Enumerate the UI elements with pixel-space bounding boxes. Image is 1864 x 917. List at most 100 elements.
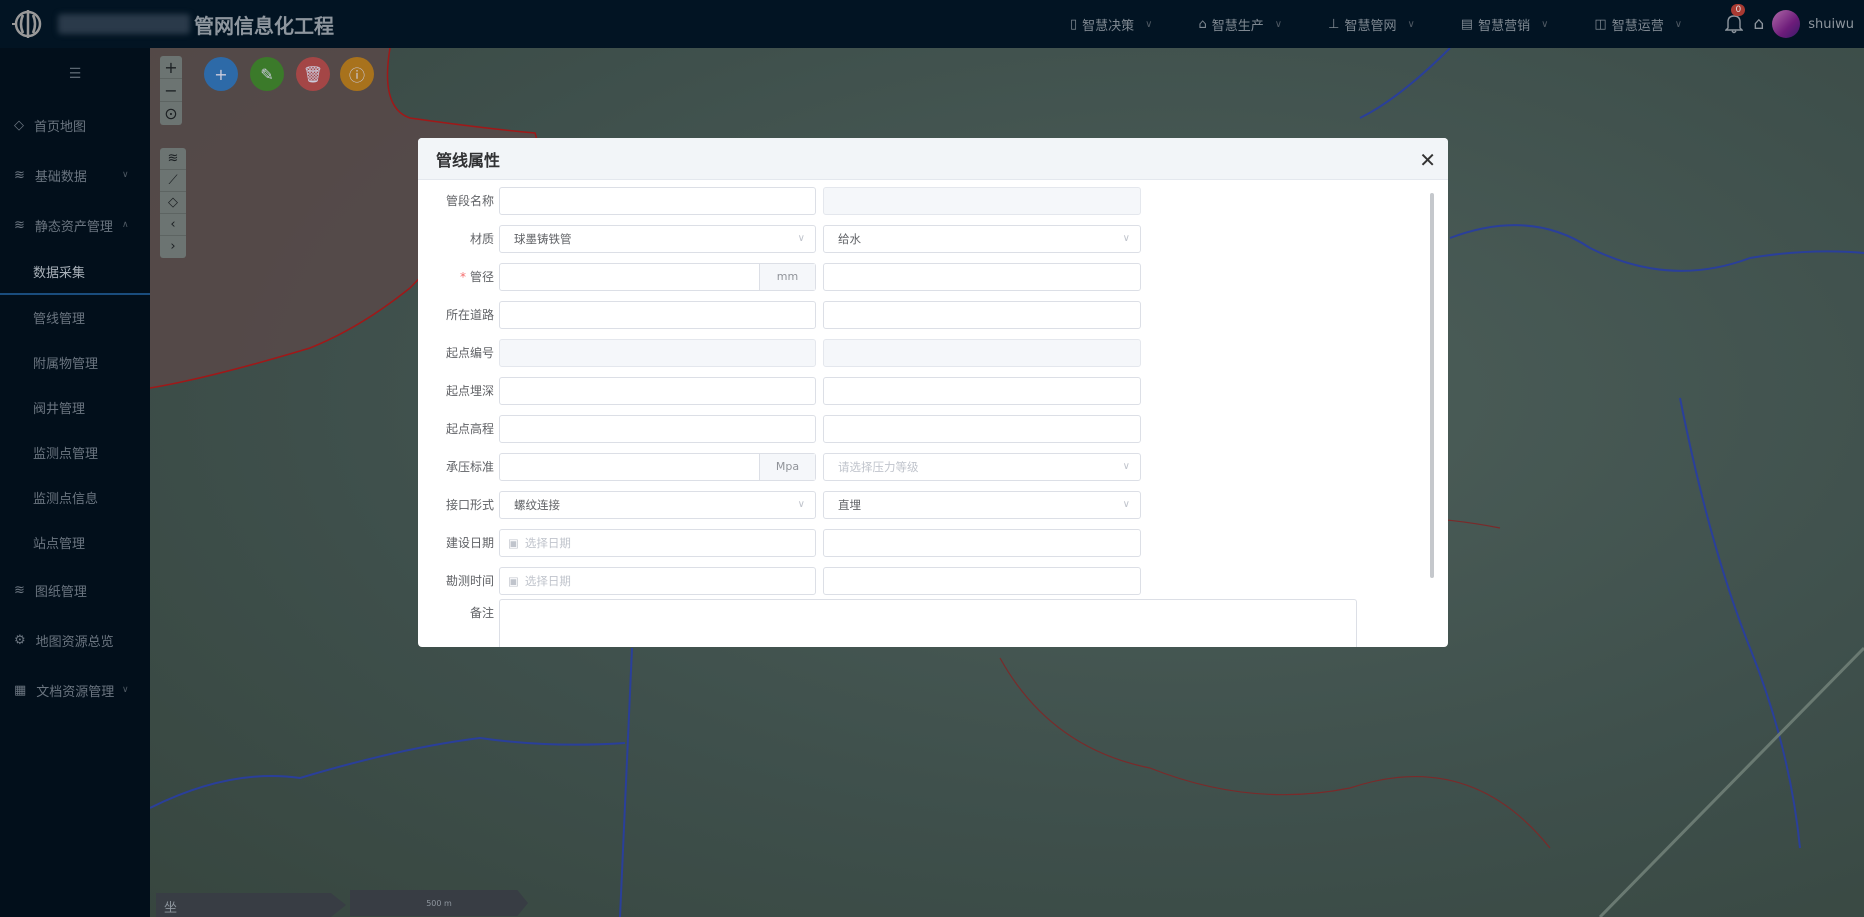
remark-textarea[interactable] (499, 599, 1357, 647)
blurred-org-name (58, 14, 190, 34)
sidebar-sub-pipeline[interactable]: 管线管理 (33, 312, 86, 327)
chevron-right-icon[interactable]: › (170, 239, 176, 254)
sidebar-item-static-assets[interactable]: ≋ 静态资产管理 ∧ (0, 200, 150, 250)
zoom-out-button[interactable]: − (160, 79, 182, 102)
date-picker-建设日期[interactable]: ▣ 选择日期 (499, 529, 816, 557)
pipeline (150, 647, 633, 917)
input-终点高程[interactable] (823, 415, 1141, 443)
form-row: *管径mm所属乡镇 (418, 263, 1418, 291)
form-row: 承压标准Mpa压力等级请选择压力等级∨ (418, 453, 1418, 481)
layers-icon: ≋ (14, 167, 25, 183)
sidebar-item-basic-data[interactable]: ≋ 基础数据 ∨ (0, 150, 150, 200)
chevron-down-icon: ∨ (1145, 18, 1153, 30)
avatar[interactable] (1772, 10, 1801, 38)
input-建设单位[interactable] (823, 529, 1141, 557)
select-材质[interactable]: 球墨铸铁管 ∨ (499, 225, 816, 253)
input-所在道路[interactable] (499, 301, 816, 329)
locate-icon[interactable]: ⊙ (164, 104, 178, 123)
chevron-down-icon: ∨ (1122, 233, 1130, 244)
nav-operation[interactable]: ◫ 智慧运营 ∨ (1594, 15, 1682, 34)
field-label-text: 管段名称 (445, 194, 494, 208)
gear-icon: ⚙ (14, 632, 26, 648)
form-row: 勘测时间▣选择日期勘测单位 (418, 567, 1418, 595)
collapse-menu-icon[interactable]: ☰ (68, 66, 82, 82)
input-承压标准[interactable]: Mpa (499, 453, 816, 481)
nav-production[interactable]: ⌂ 智慧生产 ∨ (1199, 15, 1283, 34)
plus-icon: + (214, 64, 228, 84)
info-icon: ⓘ (348, 66, 365, 85)
sidebar-sub-monitor-points[interactable]: 监测点管理 (33, 447, 99, 462)
placeholder: 选择日期 (524, 574, 571, 588)
input-起点埋深[interactable] (499, 377, 816, 405)
chevron-left-icon[interactable]: ‹ (160, 214, 186, 236)
boundary-area (150, 48, 538, 388)
close-icon[interactable]: ✕ (1419, 148, 1436, 172)
placeholder: 选择日期 (524, 536, 571, 550)
username[interactable]: shuiwu (1808, 16, 1854, 32)
zoom-in-button[interactable]: + (160, 56, 182, 79)
notification-bell[interactable]: 0 (1724, 4, 1746, 36)
ruler-icon[interactable]: ⟋ (160, 170, 186, 192)
input-终点埋深[interactable] (823, 377, 1141, 405)
sidebar-sub-attachments[interactable]: 附属物管理 (33, 357, 99, 372)
field-label-text: 接口形式 (445, 498, 494, 512)
top-header: 管网信息化工程 ▯ 智慧决策 ∨ ⌂ 智慧生产 ∨ ⊥ 智慧管网 ∨ ▤ 智慧营销 ∨ ◫ 智慧运… (0, 0, 1864, 48)
input-管径[interactable]: mm (499, 263, 816, 291)
field-label-text: 起点高程 (445, 422, 494, 436)
field-label-text: 材质 (469, 232, 494, 246)
form-row: 起点编号终点编号 (418, 339, 1418, 367)
date-picker-勘测时间[interactable]: ▣ 选择日期 (499, 567, 816, 595)
sidebar-sub-monitor-info[interactable]: 监测点信息 (33, 492, 99, 507)
layers-icon: ≋ (14, 582, 25, 598)
sidebar-sub-stations[interactable]: 站点管理 (33, 537, 86, 552)
field-label: 所在道路 (424, 301, 494, 329)
top-nav: ▯ 智慧决策 ∨ ⌂ 智慧生产 ∨ ⊥ 智慧管网 ∨ ▤ 智慧营销 ∨ ◫ 智慧运营 ∨ (1070, 0, 1728, 48)
required-marker: * (459, 270, 466, 284)
sidebar-label: 图纸管理 (34, 584, 87, 600)
layers-icon[interactable]: ≋ (160, 148, 186, 170)
input-勘测单位[interactable] (823, 567, 1141, 595)
app-title: 管网信息化工程 (194, 13, 334, 38)
select-类型[interactable]: 给水 ∨ (823, 225, 1141, 253)
sidebar-item-map-resources[interactable]: ⚙ 地图资源总览 (0, 615, 150, 665)
delete-button[interactable]: 🗑 (296, 57, 330, 91)
nav-marketing[interactable]: ▤ 智慧营销 ∨ (1461, 15, 1549, 34)
scrollbar[interactable] (1430, 193, 1434, 578)
sidebar-item-home-map[interactable]: ◇ 首页地图 (0, 100, 150, 150)
sidebar-sub-valve-wells[interactable]: 阀井管理 (33, 402, 86, 417)
input-起点高程[interactable] (499, 415, 816, 443)
input-管段名称[interactable] (499, 187, 816, 215)
info-button[interactable]: ⓘ (340, 57, 374, 91)
input-终点编号[interactable] (823, 339, 1141, 367)
chevron-down-icon: ∨ (1274, 18, 1283, 30)
input-编号[interactable] (823, 187, 1141, 215)
input-所属乡镇[interactable] (823, 263, 1141, 291)
tag-icon[interactable]: ◇ (160, 192, 186, 214)
sidebar-sub-data-collection[interactable]: 数据采集 (0, 250, 150, 295)
field-label: 材质 (424, 225, 494, 253)
nav-network[interactable]: ⊥ 智慧管网 ∨ (1328, 15, 1415, 34)
scale-bar: 500 m (350, 890, 528, 916)
field-label: 建设日期 (424, 529, 494, 557)
home-icon[interactable]: ⌂ (1753, 14, 1765, 34)
sidebar-label: 基础数据 (34, 169, 87, 185)
sidebar-item-drawings[interactable]: ≋ 图纸管理 (0, 565, 150, 615)
calendar-icon: ▣ (508, 574, 519, 588)
add-button[interactable]: + (204, 57, 238, 91)
field-label-text: 承压标准 (445, 460, 494, 474)
logo-icon (8, 4, 48, 44)
form-row: 管段名称编号 (418, 187, 1418, 215)
select-压力等级[interactable]: 请选择压力等级 ∨ (823, 453, 1141, 481)
pipeline-attributes-dialog: 管线属性 ✕ 管段名称编号材质球墨铸铁管∨类型给水∨*管径mm所属乡镇所在道路路… (418, 138, 1448, 647)
field-label: 勘测时间 (424, 567, 494, 595)
nav-decision[interactable]: ▯ 智慧决策 ∨ (1070, 15, 1153, 34)
nav-label: 智慧生产 (1211, 18, 1264, 34)
select-接口形式[interactable]: 螺纹连接 ∨ (499, 491, 816, 519)
chevron-up-icon: ∧ (122, 220, 129, 230)
input-路面信息[interactable] (823, 301, 1141, 329)
grid-icon: ▦ (14, 682, 27, 698)
input-起点编号[interactable] (499, 339, 816, 367)
edit-button[interactable]: ✎ (250, 57, 284, 91)
sidebar-item-documents[interactable]: ▦ 文档资源管理 ∨ (0, 665, 150, 715)
select-埋设方式[interactable]: 直埋 ∨ (823, 491, 1141, 519)
